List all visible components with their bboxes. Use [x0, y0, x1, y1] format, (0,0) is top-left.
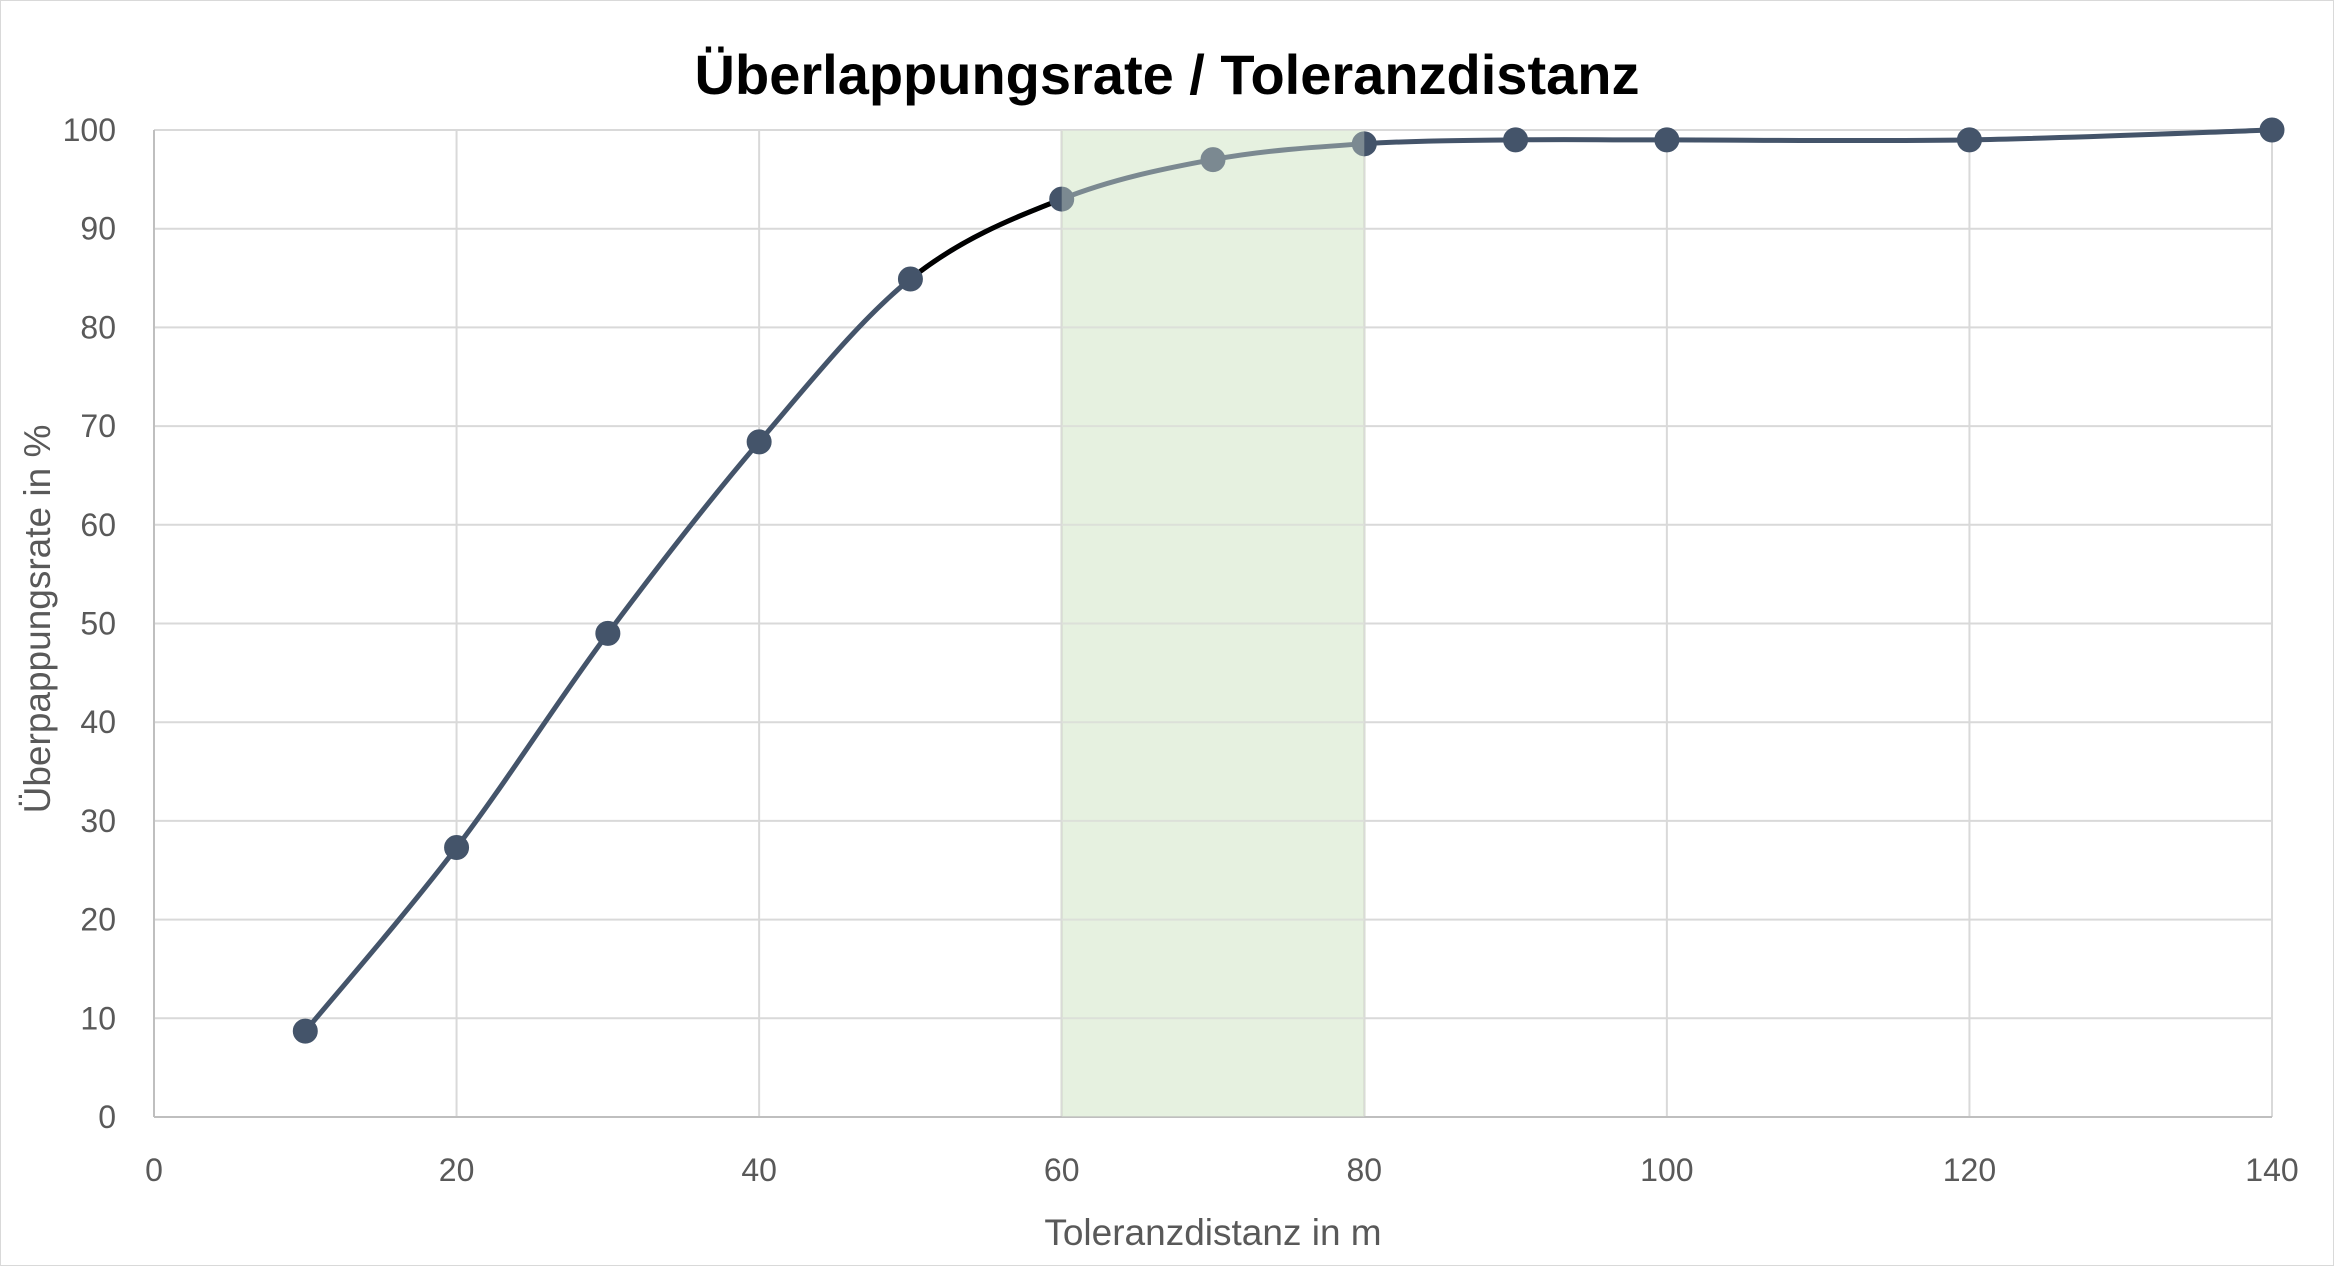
data-point	[1503, 127, 1529, 153]
data-point	[1351, 131, 1377, 157]
y-tick-label: 100	[63, 112, 116, 148]
x-tick-label: 0	[145, 1152, 163, 1188]
tick-labels: 0 10 20 30 40 50 60 70 80 90 100 0 20 40 60 80 100 120 140	[63, 112, 2299, 1188]
y-axis-title: Überpappungsrate in %	[17, 425, 58, 814]
y-tick-label: 90	[80, 211, 116, 247]
data-points	[292, 117, 2285, 1117]
y-tick-label: 50	[80, 606, 116, 642]
y-tick-label: 40	[80, 704, 116, 740]
chart-title: Überlappungsrate / Toleranzdistanz	[695, 43, 1640, 106]
data-point	[1956, 127, 1982, 153]
x-tick-label: 100	[1640, 1152, 1693, 1188]
data-point	[746, 429, 772, 455]
x-tick-label: 60	[1044, 1152, 1080, 1188]
x-tick-label: 20	[439, 1152, 475, 1188]
data-point	[1654, 127, 1680, 153]
y-tick-label: 60	[80, 507, 116, 543]
y-tick-label: 70	[80, 408, 116, 444]
data-point	[292, 1018, 318, 1044]
y-tick-label: 20	[80, 902, 116, 938]
x-tick-label: 120	[1943, 1152, 1996, 1188]
y-tick-label: 80	[80, 309, 116, 345]
highlight-band-overlay	[1061, 130, 1365, 1117]
x-tick-label: 40	[741, 1152, 777, 1188]
data-point	[444, 835, 470, 861]
data-point	[2259, 117, 2285, 143]
axes	[153, 130, 2272, 1118]
x-tick-label: 140	[2245, 1152, 2298, 1188]
data-point	[595, 620, 621, 646]
data-point	[1200, 147, 1226, 173]
y-tick-label: 10	[80, 1000, 116, 1036]
x-tick-label: 80	[1346, 1152, 1382, 1188]
y-tick-label: 0	[98, 1099, 116, 1135]
series-line-highlight-segment	[907, 196, 1065, 282]
series-line-layer	[302, 127, 2275, 1034]
y-tick-label: 30	[80, 803, 116, 839]
data-point	[1049, 186, 1075, 212]
x-axis-title: Toleranzdistanz in m	[1044, 1212, 1381, 1253]
data-point	[897, 266, 923, 292]
series-line	[302, 127, 2275, 1034]
gridlines	[154, 129, 2273, 1117]
